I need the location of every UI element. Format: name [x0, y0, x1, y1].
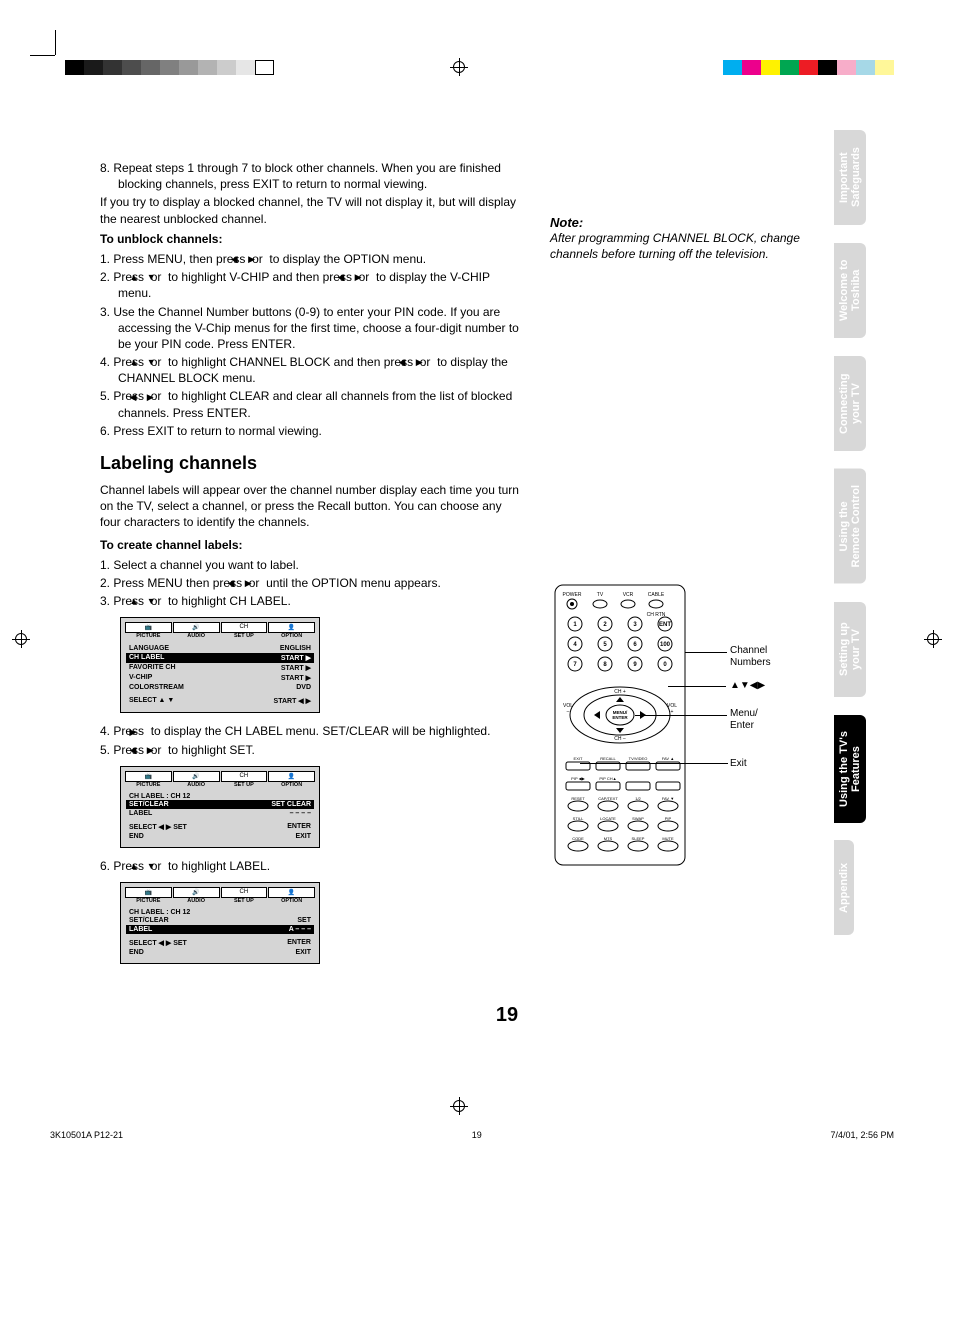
right-column: Note: After programming CHANNEL BLOCK, c…	[550, 160, 850, 974]
unblock-step-2: 2. Press ▲ or ▼ to highlight V-CHIP and …	[100, 269, 520, 301]
create-step-4: 4. Press ▶ to display the CH LABEL menu.…	[100, 723, 520, 739]
svg-text:CAP/TEXT: CAP/TEXT	[598, 796, 618, 801]
create-step-6: 6. Press ▲ or ▼ to highlight LABEL.	[100, 858, 520, 874]
create-step-3: 3. Press ▲ or ▼ to highlight CH LABEL.	[100, 593, 520, 609]
svg-text:FAV ▲: FAV ▲	[662, 756, 674, 761]
labeling-intro: Channel labels will appear over the chan…	[100, 482, 520, 531]
section-heading: Labeling channels	[100, 453, 520, 474]
svg-text:LOCATE: LOCATE	[600, 816, 616, 821]
svg-text:RESET: RESET	[571, 796, 585, 801]
unblock-heading: To unblock channels:	[100, 231, 520, 247]
svg-text:SLEEP: SLEEP	[632, 836, 645, 841]
unblock-step-1: 1. Press MENU, then press ◀ or ▶ to disp…	[100, 251, 520, 267]
svg-text:PIP: PIP	[665, 816, 672, 821]
page-content: 8. Repeat steps 1 through 7 to block oth…	[0, 0, 954, 1200]
leader-line	[635, 715, 727, 716]
footer-right: 7/4/01, 2:56 PM	[830, 1130, 894, 1140]
svg-text:ENTER: ENTER	[612, 715, 628, 720]
page-footer: 3K10501A P12-21 19 7/4/01, 2:56 PM	[50, 1130, 894, 1140]
svg-text:CABLE: CABLE	[648, 592, 665, 598]
create-heading: To create channel labels:	[100, 537, 520, 553]
left-column: 8. Repeat steps 1 through 7 to block oth…	[100, 160, 520, 974]
svg-text:SWAP: SWAP	[632, 816, 644, 821]
remote-svg: POWERTVVCRCABLE CH RTN 123ENT4561007890	[550, 580, 720, 870]
svg-text:MUTE: MUTE	[662, 836, 674, 841]
remote-diagram: POWERTVVCRCABLE CH RTN 123ENT4561007890	[550, 580, 720, 873]
label-channel-numbers: Channel Numbers	[730, 645, 771, 669]
svg-text:CH –: CH –	[614, 736, 626, 742]
registration-mark	[450, 1097, 468, 1115]
svg-text:PIP ◀▶: PIP ◀▶	[571, 776, 586, 781]
svg-text:CODE: CODE	[572, 836, 584, 841]
unblock-step-5: 5. Press ◀ or ▶ to highlight CLEAR and c…	[100, 388, 520, 420]
svg-text:STILL: STILL	[573, 816, 584, 821]
svg-text:RECALL: RECALL	[600, 756, 616, 761]
blocked-note: If you try to display a blocked channel,…	[100, 194, 520, 226]
create-step-2: 2. Press MENU then press ◀ or ▶ until th…	[100, 575, 520, 591]
svg-text:POWER: POWER	[563, 592, 582, 598]
leader-line	[685, 652, 727, 653]
create-step-5: 5. Press ◀ or ▶ to highlight SET.	[100, 742, 520, 758]
label-menu-enter: Menu/ Enter	[730, 708, 758, 732]
create-step-1: 1. Select a channel you want to label.	[100, 557, 520, 573]
unblock-step-6: 6. Press EXIT to return to normal viewin…	[100, 423, 520, 439]
note-body: After programming CHANNEL BLOCK, change …	[550, 230, 850, 262]
svg-text:FAV ▼: FAV ▼	[662, 796, 674, 801]
svg-text:VCR: VCR	[623, 592, 634, 598]
svg-text:100: 100	[660, 642, 671, 648]
note-title: Note:	[550, 215, 850, 230]
footer-center: 19	[472, 1130, 482, 1140]
leader-line	[668, 686, 726, 687]
label-arrows: ▲▼◀▶	[730, 680, 765, 692]
svg-text:CH +: CH +	[614, 689, 626, 695]
svg-text:1/2: 1/2	[635, 796, 641, 801]
step-8: 8. Repeat steps 1 through 7 to block oth…	[100, 160, 520, 192]
unblock-step-4: 4. Press ▲ or ▼ to highlight CHANNEL BLO…	[100, 354, 520, 386]
svg-text:–: –	[567, 709, 570, 715]
svg-text:TV: TV	[597, 592, 604, 598]
svg-text:PIP CH▲: PIP CH▲	[599, 776, 616, 781]
footer-left: 3K10501A P12-21	[50, 1130, 123, 1140]
svg-text:ENT: ENT	[659, 622, 671, 628]
leader-line	[580, 763, 728, 764]
osd-menu-3: 📺🔊CH👤PICTUREAUDIOSET UPOPTIONCH LABEL : …	[120, 882, 320, 964]
page-number: 19	[100, 1004, 914, 1027]
osd-menu-1: 📺🔊CH👤PICTUREAUDIOSET UPOPTIONLANGUAGEENG…	[120, 617, 320, 713]
svg-text:MTS: MTS	[604, 836, 613, 841]
svg-text:EXIT: EXIT	[574, 756, 583, 761]
unblock-step-3: 3. Use the Channel Number buttons (0-9) …	[100, 304, 520, 353]
osd-menu-2: 📺🔊CH👤PICTUREAUDIOSET UPOPTIONCH LABEL : …	[120, 766, 320, 848]
label-exit: Exit	[730, 758, 747, 770]
svg-text:TV/VIDEO: TV/VIDEO	[629, 756, 648, 761]
